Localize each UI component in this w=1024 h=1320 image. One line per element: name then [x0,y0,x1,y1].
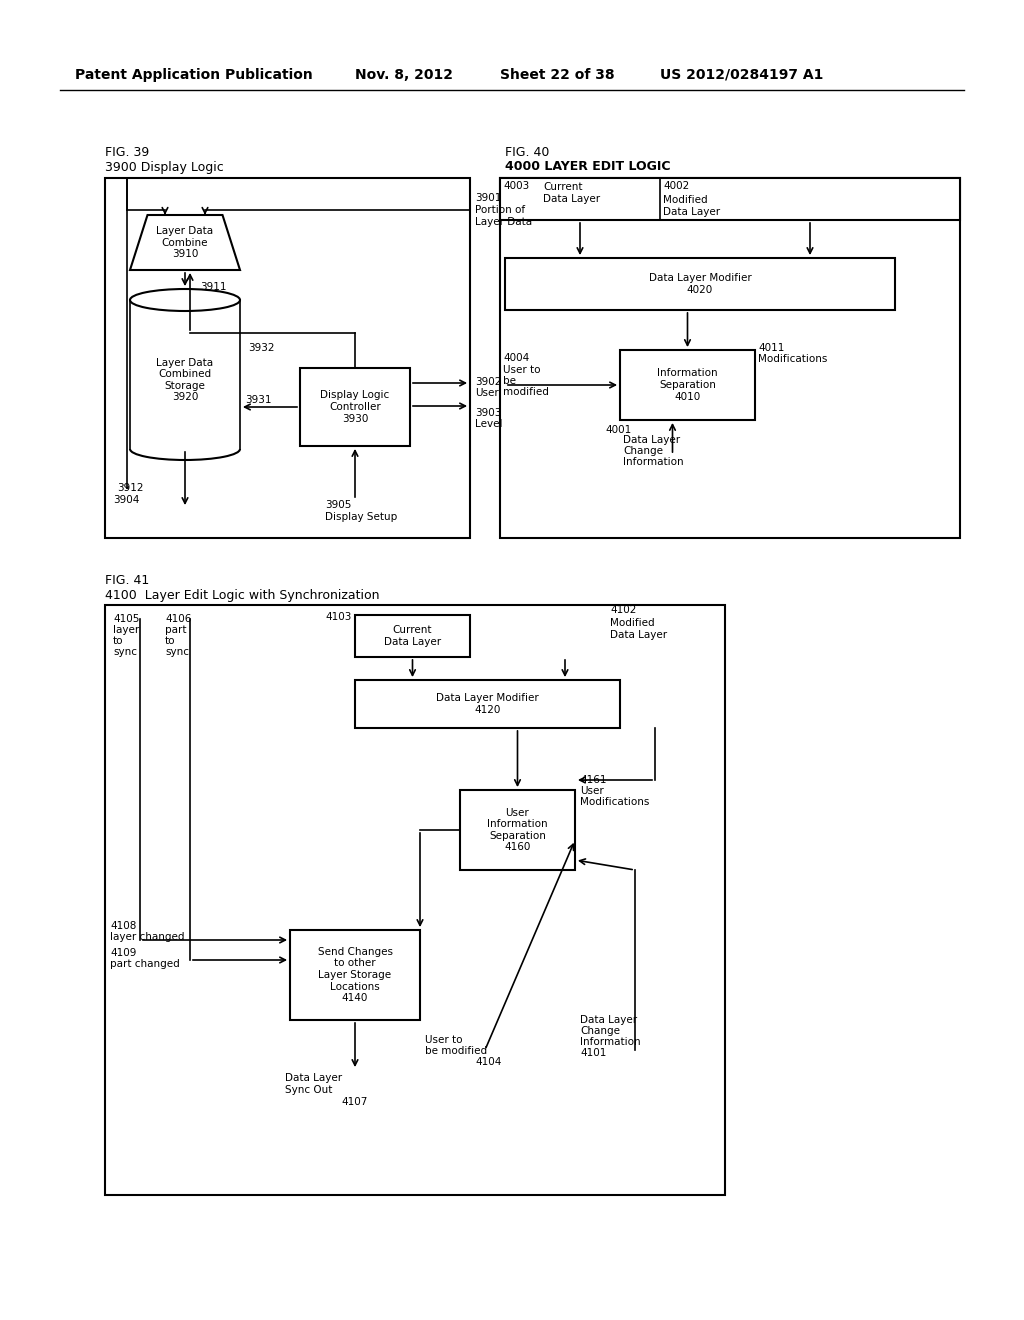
Text: Information: Information [580,1038,641,1047]
Text: Portion of: Portion of [475,205,525,215]
Text: Send Changes
to other
Layer Storage
Locations
4140: Send Changes to other Layer Storage Loca… [317,946,392,1003]
Text: User to: User to [503,366,541,375]
Text: 4106: 4106 [165,614,191,624]
Text: Layer Data: Layer Data [475,216,532,227]
Bar [620,350,755,420]
Text: 4103: 4103 [326,612,352,622]
Text: Data Layer: Data Layer [285,1073,342,1082]
Text: 4101: 4101 [580,1048,606,1059]
Text: 3912: 3912 [117,483,143,492]
Text: layer changed: layer changed [110,932,184,942]
Text: 4001: 4001 [605,425,631,436]
Text: FIG. 41: FIG. 41 [105,573,150,586]
Text: Data Layer: Data Layer [610,630,667,640]
Text: 4109: 4109 [110,948,136,958]
Text: 3900 Display Logic: 3900 Display Logic [105,161,224,173]
Text: 4100  Layer Edit Logic with Synchronization: 4100 Layer Edit Logic with Synchronizati… [105,589,380,602]
Text: sync: sync [113,647,137,657]
Text: Data Layer Modifier
4120: Data Layer Modifier 4120 [436,693,539,715]
Text: Patent Application Publication: Patent Application Publication [75,69,312,82]
Text: to: to [113,636,124,645]
Bar [355,680,620,729]
Text: be modified: be modified [425,1045,487,1056]
Text: Modified: Modified [610,618,654,628]
Bar [505,257,895,310]
Text: 3905: 3905 [325,500,351,510]
Text: Change: Change [623,446,663,455]
Text: 3903: 3903 [475,408,502,418]
Text: Level: Level [475,418,503,429]
Text: Data Layer: Data Layer [580,1015,637,1026]
Text: Data Layer: Data Layer [623,436,680,445]
Text: 4104: 4104 [475,1057,502,1067]
Text: Information
Separation
4010: Information Separation 4010 [657,368,718,401]
Text: Nov. 8, 2012: Nov. 8, 2012 [355,69,453,82]
Text: 4107: 4107 [342,1097,369,1107]
Text: User to: User to [425,1035,463,1045]
Text: Information: Information [623,457,684,467]
Text: Layer Data
Combine
3910: Layer Data Combine 3910 [157,226,214,259]
Text: Change: Change [580,1026,620,1036]
Text: Sheet 22 of 38: Sheet 22 of 38 [500,69,614,82]
Text: 3911: 3911 [200,282,226,292]
Text: Current
Data Layer: Current Data Layer [384,626,441,647]
Text: 4108: 4108 [110,921,136,931]
Text: 3932: 3932 [248,343,274,352]
Text: 4102: 4102 [610,605,636,615]
Bar [105,605,725,1195]
Ellipse shape [130,289,240,312]
Bar [500,178,961,220]
Bar [300,368,410,446]
Text: FIG. 40: FIG. 40 [505,145,549,158]
Bar [290,931,420,1020]
Text: 4105: 4105 [113,614,139,624]
Text: be: be [503,376,516,385]
Text: part: part [165,624,186,635]
Text: User: User [580,785,604,796]
Text: Display Logic
Controller
3930: Display Logic Controller 3930 [321,391,389,424]
Text: 4003: 4003 [503,181,529,191]
Text: 3904: 3904 [113,495,139,506]
Text: 4002: 4002 [663,181,689,191]
Polygon shape [130,215,240,271]
Text: 4011: 4011 [758,343,784,352]
Bar [355,615,470,657]
Text: Data Layer Modifier
4020: Data Layer Modifier 4020 [648,273,752,294]
Text: 4000 LAYER EDIT LOGIC: 4000 LAYER EDIT LOGIC [505,161,671,173]
Text: FIG. 39: FIG. 39 [105,145,150,158]
Text: User
Information
Separation
4160: User Information Separation 4160 [487,808,548,853]
Text: 4161: 4161 [580,775,606,785]
Text: 4004: 4004 [503,352,529,363]
Text: Layer Data
Combined
Storage
3920: Layer Data Combined Storage 3920 [157,358,214,403]
Text: sync: sync [165,647,189,657]
Text: Modifications: Modifications [758,354,827,364]
Text: Modified
Data Layer: Modified Data Layer [663,195,720,216]
Bar [130,312,240,449]
Text: User: User [475,388,499,399]
Text: Modifications: Modifications [580,797,649,807]
Text: 3931: 3931 [245,395,271,405]
Text: part changed: part changed [110,960,180,969]
Text: Current
Data Layer: Current Data Layer [543,182,600,203]
Bar [500,178,961,539]
Text: 3902: 3902 [475,378,502,387]
Text: layer: layer [113,624,139,635]
Text: modified: modified [503,387,549,397]
Text: 3901: 3901 [475,193,502,203]
Text: Display Setup: Display Setup [325,512,397,521]
Text: to: to [165,636,175,645]
Text: US 2012/0284197 A1: US 2012/0284197 A1 [660,69,823,82]
Text: Sync Out: Sync Out [285,1085,333,1096]
Bar [460,789,575,870]
Bar [105,178,470,539]
